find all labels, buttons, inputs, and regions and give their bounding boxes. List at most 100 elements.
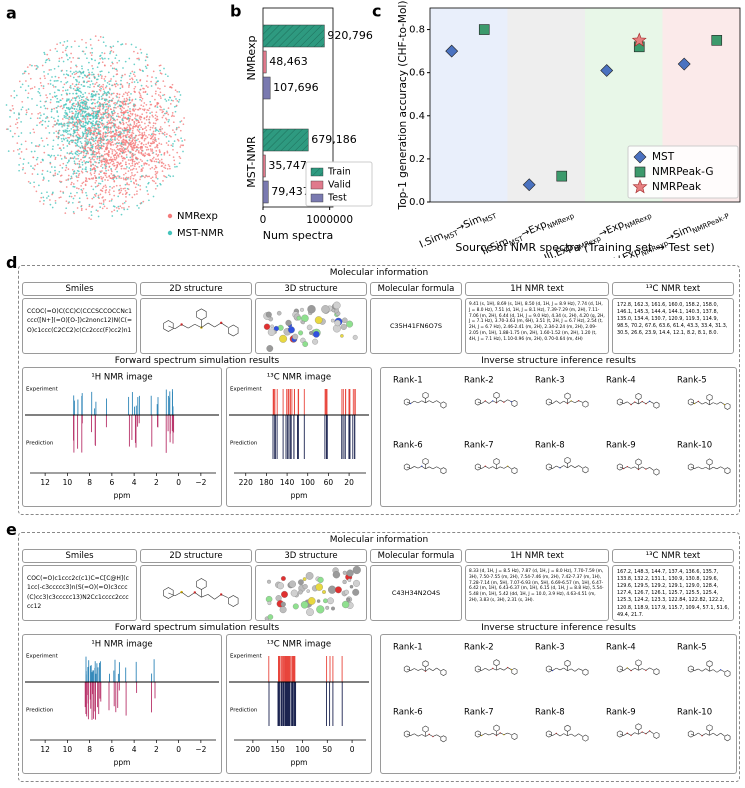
embedding-point: [70, 52, 72, 55]
embedding-point: [96, 115, 99, 118]
atom-ball: [349, 584, 354, 589]
embedding-point: [105, 115, 107, 117]
embedding-point: [82, 181, 85, 184]
embedding-point: [73, 115, 76, 118]
embedding-point: [161, 109, 163, 111]
embedding-point: [93, 98, 96, 101]
embedding-point: [94, 195, 97, 197]
embedding-point: [42, 196, 45, 199]
embedding-point: [149, 128, 152, 131]
ring: [474, 730, 481, 738]
bond: [485, 668, 490, 671]
embedding-point: [66, 89, 69, 91]
molecule: [616, 458, 660, 476]
embedding-point: [78, 108, 81, 111]
embedding-point: [16, 121, 19, 124]
embedding-point: [94, 185, 97, 188]
embedding-point: [81, 112, 84, 114]
embedding-point: [145, 129, 148, 132]
embedding-point: [45, 100, 47, 103]
embedding-point: [75, 92, 78, 95]
embedding-point: [76, 176, 78, 179]
embedding-point: [114, 111, 116, 114]
bond: [720, 401, 725, 405]
x-tick-label: 8: [87, 745, 92, 754]
embedding-point: [96, 144, 98, 147]
embedding-point: [97, 147, 99, 149]
y-tick-label: NMRexp: [245, 36, 258, 81]
embedding-point: [111, 117, 114, 119]
embedding-point: [90, 211, 93, 213]
embedding-point: [52, 174, 55, 177]
atom-ball: [322, 590, 326, 594]
embedding-point: [104, 64, 106, 67]
embedding-point: [161, 111, 164, 114]
bond: [436, 667, 441, 671]
embedding-point: [67, 108, 70, 110]
embedding-point: [98, 126, 101, 129]
embedding-point: [50, 110, 53, 113]
embedding-point: [33, 86, 36, 88]
embedding-point: [62, 162, 65, 165]
ring: [422, 391, 429, 399]
embedding-point: [127, 130, 129, 133]
embedding-point: [161, 161, 163, 164]
embedding-point: [100, 160, 102, 163]
embedding-point: [102, 58, 104, 60]
bond: [207, 322, 215, 328]
embedding-point: [114, 143, 117, 145]
embedding-point: [95, 192, 98, 195]
embedding-point: [144, 127, 146, 130]
embedding-point: [142, 175, 145, 178]
embedding-point: [86, 180, 88, 183]
embedding-point: [152, 142, 154, 144]
embedding-point: [137, 119, 140, 122]
embedding-point: [127, 176, 130, 179]
ring: [706, 724, 713, 732]
embedding-point: [72, 56, 75, 59]
embedding-point: [173, 115, 175, 118]
embedding-point: [109, 114, 112, 117]
embedding-point: [114, 137, 116, 139]
embedding-point: [134, 163, 137, 166]
bond: [705, 466, 710, 470]
embedding-point: [107, 112, 110, 115]
embedding-point: [77, 176, 80, 179]
embedding-point: [123, 107, 125, 110]
embedding-point: [163, 67, 165, 70]
embedding-point: [77, 75, 80, 78]
embedding-point: [63, 138, 66, 141]
embedding-point: [134, 153, 136, 156]
embedding-point: [154, 187, 157, 190]
embedding-point: [27, 96, 29, 99]
embedding-point: [119, 150, 122, 153]
embedding-point: [119, 205, 122, 208]
embedding-point: [130, 145, 133, 148]
embedding-point: [111, 215, 114, 217]
atom-ball: [346, 597, 351, 602]
embedding-point: [105, 45, 107, 47]
embedding-point: [18, 169, 20, 172]
bond: [571, 733, 576, 737]
embedding-point: [173, 105, 176, 108]
embedding-point: [128, 139, 131, 142]
embedding-point: [83, 102, 85, 105]
embedding-point: [46, 53, 49, 56]
embedding-point: [163, 134, 166, 136]
embedding-point: [127, 117, 130, 120]
embedding-point: [105, 126, 108, 128]
embedding-point: [105, 186, 107, 188]
embedding-point: [89, 167, 92, 170]
embedding-point: [75, 142, 77, 145]
embedding-point: [53, 91, 56, 94]
embedding-point: [77, 133, 79, 136]
atom-ball: [280, 601, 286, 607]
embedding-point: [49, 162, 52, 165]
embedding-point: [168, 134, 171, 137]
ring: [440, 401, 447, 409]
atom-ball: [327, 597, 334, 605]
column-content: [255, 565, 367, 621]
embedding-point: [131, 158, 133, 161]
embedding-point: [92, 107, 95, 109]
embedding-point: [49, 101, 52, 104]
